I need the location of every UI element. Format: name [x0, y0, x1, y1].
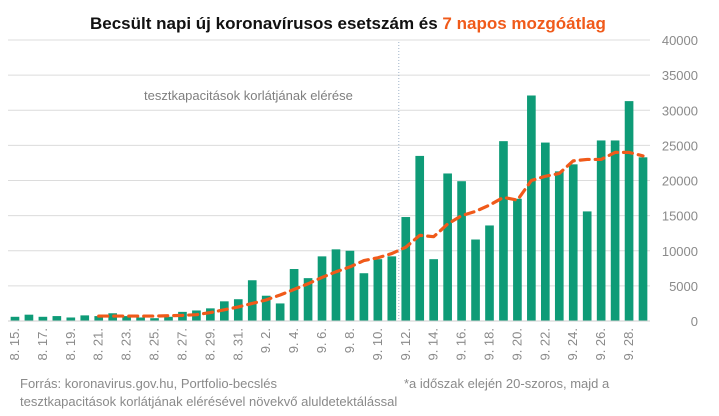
- bar: [122, 316, 131, 321]
- bar: [527, 95, 536, 321]
- bar: [513, 198, 522, 321]
- footer-note-line2: tesztkapacitások korlátjának elérésével …: [20, 394, 397, 409]
- bar: [150, 318, 159, 321]
- bar: [610, 140, 620, 321]
- bar: [10, 316, 20, 321]
- bar: [261, 295, 271, 321]
- footer-note-line1: *a időszak elején 20-szoros, majd a: [404, 376, 610, 391]
- bar: [624, 101, 634, 322]
- bar: [443, 173, 452, 321]
- bar: [164, 316, 173, 321]
- y-axis-ticks: 0 5000 10000 15000 20000 25000 30000 35000 40000: [662, 33, 698, 329]
- x-tick-label: 9. 12.: [398, 328, 413, 361]
- x-tick-label: 8. 25.: [147, 328, 162, 361]
- bar: [540, 142, 550, 321]
- x-tick-label: 8. 19.: [63, 328, 78, 361]
- footer-source: Forrás: koronavirus.gov.hu, Portfolio-be…: [20, 376, 277, 391]
- x-tick-label: 8. 21.: [91, 328, 106, 361]
- bar: [52, 316, 62, 321]
- bar: [94, 316, 104, 321]
- y-tick-label: 15000: [662, 209, 698, 224]
- bar: [568, 164, 578, 321]
- bar: [596, 140, 606, 321]
- y-tick-label: 5000: [669, 279, 698, 294]
- x-tick-label: 9. 28.: [621, 328, 636, 361]
- bar: [303, 278, 313, 321]
- x-tick-label: 9. 6.: [314, 328, 329, 353]
- y-tick-label: 35000: [662, 68, 698, 83]
- x-tick-label: 8. 29.: [202, 328, 217, 361]
- x-tick-label: 8. 27.: [174, 328, 189, 361]
- x-tick-label: 9. 4.: [286, 328, 301, 353]
- chart-title-main: Becsült napi új koronavírusos esetszám é…: [90, 14, 442, 33]
- bar: [345, 250, 355, 321]
- x-tick-label: 9. 18.: [482, 328, 497, 361]
- chart-title-accent: 7 napos mozgóátlag: [442, 14, 605, 33]
- y-tick-label: 40000: [662, 33, 698, 48]
- annotation-label: tesztkapacitások korlátjának elérése: [144, 88, 353, 103]
- bar: [317, 256, 327, 321]
- gridlines: [8, 39, 650, 287]
- bar: [638, 157, 648, 321]
- bar: [233, 299, 243, 321]
- bar: [582, 211, 592, 321]
- chart-title: Becsült napi új koronavírusos esetszám é…: [90, 14, 606, 33]
- bar: [24, 314, 34, 321]
- bar: [387, 256, 397, 321]
- bar: [331, 249, 341, 321]
- x-tick-label: 9. 16.: [454, 328, 469, 361]
- moving-average-line: [97, 150, 645, 318]
- bar: [80, 315, 90, 321]
- bar: [289, 269, 299, 321]
- bar: [471, 239, 480, 321]
- y-tick-label: 20000: [662, 174, 698, 189]
- x-tick-label: 8. 15.: [7, 328, 22, 361]
- x-tick-label: 9. 22.: [537, 328, 552, 361]
- x-tick-label: 8. 23.: [119, 328, 134, 361]
- bar: [401, 217, 411, 321]
- bar: [554, 171, 564, 321]
- y-tick-label: 30000: [662, 103, 698, 118]
- x-tick-label: 9. 8.: [342, 328, 357, 353]
- y-tick-label: 10000: [662, 244, 698, 259]
- x-tick-label: 9. 26.: [593, 328, 608, 361]
- bar-series: [10, 95, 648, 322]
- y-tick-label: 25000: [662, 138, 698, 153]
- bar: [359, 273, 369, 321]
- bar: [66, 317, 76, 321]
- bar: [275, 303, 285, 321]
- bar: [206, 308, 215, 321]
- x-tick-label: 9. 2.: [258, 328, 273, 353]
- x-tick-label: 9. 24.: [565, 328, 580, 361]
- bar: [136, 317, 145, 321]
- bar: [415, 155, 425, 321]
- bar: [247, 280, 257, 321]
- bar: [38, 316, 48, 321]
- x-tick-label: 8. 31.: [230, 328, 245, 361]
- x-tick-label: 9. 14.: [426, 328, 441, 361]
- x-tick-label: 9. 10.: [370, 328, 385, 361]
- x-axis-ticks: 8. 15. 8. 17. 8. 19. 8. 21. 8. 23. 8. 25. 8. 2…: [7, 328, 636, 361]
- bar: [457, 181, 466, 321]
- bar: [499, 141, 508, 321]
- x-tick-label: 9. 20.: [509, 328, 524, 361]
- bar: [373, 259, 383, 321]
- bar: [429, 259, 439, 321]
- x-tick-label: 8. 17.: [35, 328, 50, 361]
- bar: [485, 225, 494, 321]
- y-tick-label: 0: [691, 314, 698, 329]
